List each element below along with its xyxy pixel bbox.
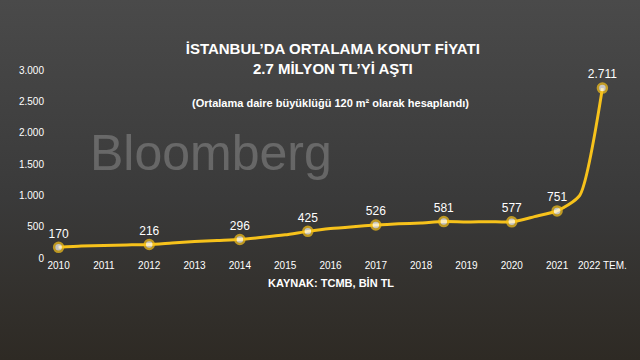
- svg-text:2012: 2012: [138, 260, 161, 271]
- svg-text:296: 296: [230, 219, 250, 233]
- svg-text:(Ortalama daire büyüklüğü 120: (Ortalama daire büyüklüğü 120 m² olarak …: [192, 97, 469, 109]
- svg-text:1.000: 1.000: [19, 190, 44, 201]
- svg-text:751: 751: [547, 190, 567, 204]
- svg-text:2010: 2010: [47, 260, 70, 271]
- svg-text:2018: 2018: [410, 260, 433, 271]
- svg-text:2022 TEM.: 2022 TEM.: [578, 260, 627, 271]
- svg-text:1.500: 1.500: [19, 159, 44, 170]
- svg-text:2.711: 2.711: [588, 67, 617, 81]
- svg-text:2015: 2015: [274, 260, 297, 271]
- svg-text:2020: 2020: [501, 260, 524, 271]
- svg-text:500: 500: [27, 221, 44, 232]
- svg-text:2017: 2017: [365, 260, 388, 271]
- svg-text:216: 216: [139, 224, 159, 238]
- svg-text:2014: 2014: [229, 260, 252, 271]
- svg-text:Bloomberg: Bloomberg: [90, 125, 332, 181]
- svg-text:2013: 2013: [183, 260, 206, 271]
- svg-text:3.000: 3.000: [19, 65, 44, 76]
- svg-text:526: 526: [366, 204, 386, 218]
- svg-text:581: 581: [434, 201, 454, 215]
- svg-text:2011: 2011: [93, 260, 115, 271]
- svg-text:170: 170: [49, 227, 69, 241]
- svg-text:2021: 2021: [546, 260, 569, 271]
- svg-text:İSTANBUL’DA ORTALAMA KONUT FİY: İSTANBUL’DA ORTALAMA KONUT FİYATI2.7 MİL…: [186, 40, 480, 77]
- svg-text:2.000: 2.000: [19, 127, 44, 138]
- svg-text:577: 577: [502, 201, 522, 215]
- svg-text:0: 0: [38, 253, 44, 264]
- svg-text:2016: 2016: [319, 260, 342, 271]
- svg-text:KAYNAK: TCMB, BİN TL: KAYNAK: TCMB, BİN TL: [268, 277, 394, 289]
- svg-text:425: 425: [298, 211, 318, 225]
- svg-text:2.500: 2.500: [19, 96, 44, 107]
- svg-text:2019: 2019: [455, 260, 478, 271]
